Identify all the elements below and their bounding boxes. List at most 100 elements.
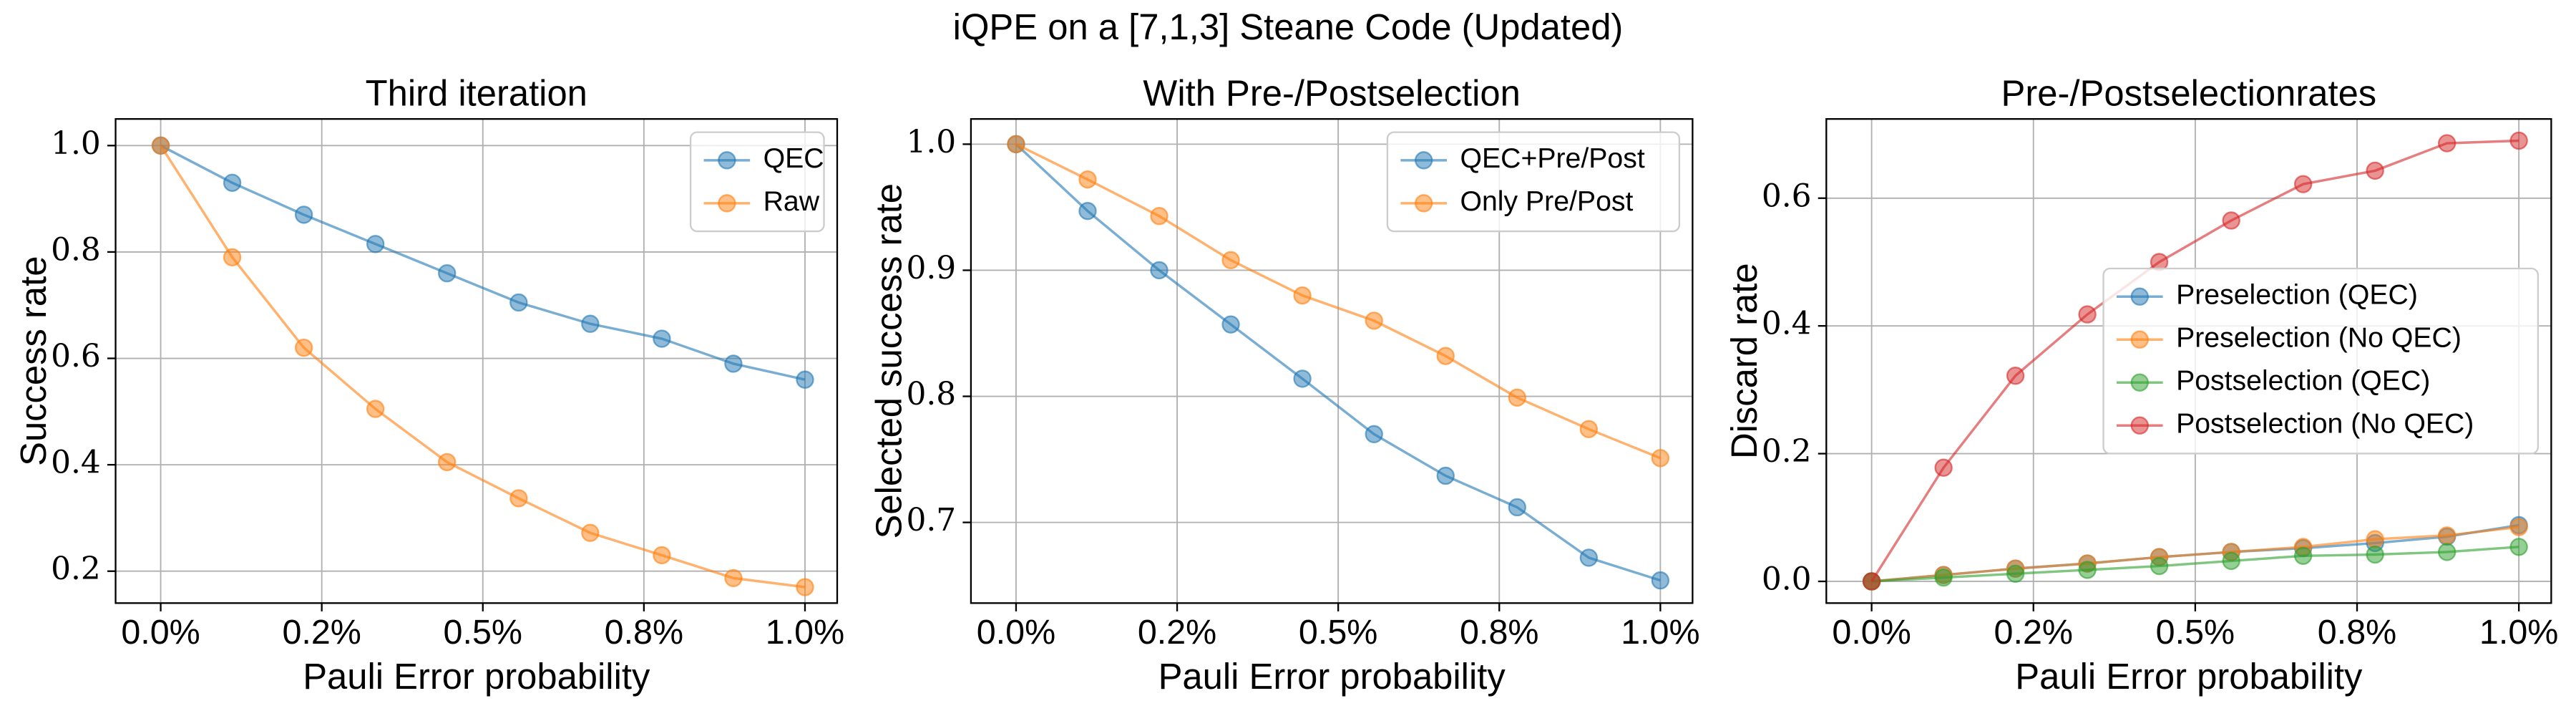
legend-marker (2130, 373, 2150, 392)
y-tick-label: 0.6 (1762, 178, 1812, 214)
data-point (653, 329, 671, 348)
legend-label: Postselection (QEC) (2176, 365, 2430, 397)
data-point (1221, 315, 1240, 334)
data-point (1508, 388, 1526, 407)
data-point (2437, 543, 2457, 561)
data-point (1862, 572, 1881, 591)
data-point (2222, 211, 2240, 230)
series-line (1871, 546, 2519, 583)
data-point (1365, 425, 1383, 444)
data-point (1007, 135, 1025, 154)
x-tick-label: 0.5% (444, 613, 522, 652)
x-tick-label: 0.0% (977, 613, 1055, 652)
data-point (438, 453, 457, 472)
y-tick-label: 0.0 (1762, 561, 1812, 597)
data-point (2437, 134, 2457, 153)
y-axis-label: Success rate (13, 256, 54, 466)
data-point (1651, 449, 1670, 468)
x-axis-label: Pauli Error probability (303, 656, 650, 697)
data-point (1150, 261, 1169, 280)
legend-marker (718, 151, 736, 170)
legend-label: Postselection (No QEC) (2176, 408, 2474, 440)
data-point (1508, 498, 1526, 517)
subplot: Third iteration Pauli Error probability Su… (13, 72, 844, 697)
legend-marker (2130, 330, 2150, 349)
y-tick-label: 0.7 (906, 502, 956, 538)
legend-marker (2130, 287, 2150, 306)
axes-frame (1825, 118, 2552, 604)
axes-frame (114, 118, 839, 604)
data-point (2006, 367, 2025, 385)
legend-box (1386, 131, 1681, 233)
legend-label: QEC (763, 142, 824, 174)
legend-label: Preselection (No QEC) (2176, 322, 2462, 354)
data-point (1293, 369, 1312, 388)
series-line (160, 144, 806, 381)
x-axis-label: Pauli Error probability (1158, 656, 1506, 697)
series-line (1015, 143, 1661, 582)
y-tick-label: 0.8 (906, 376, 956, 412)
y-tick-label: 0.8 (51, 231, 101, 268)
x-tick-label: 0.5% (1299, 613, 1377, 652)
y-tick-label: 0.2 (51, 551, 101, 587)
data-point (653, 546, 671, 565)
data-point (2366, 530, 2384, 548)
axes-frame (970, 118, 1694, 604)
y-axis-label: Discard rate (1724, 263, 1765, 459)
y-tick-label: 0.4 (1762, 306, 1812, 342)
y-tick-label: 1.0 (906, 124, 956, 160)
subplot-title: With Pre-/Postselection (1143, 72, 1520, 113)
data-point (294, 338, 313, 357)
subplot: Pre-/Postselectionrates Pauli Error proba… (1724, 72, 2558, 697)
data-point (2509, 131, 2528, 150)
data-point (796, 578, 814, 596)
data-point (1150, 207, 1169, 226)
legend: Preselection (QEC) Preselection (No QEC) P… (2102, 267, 2540, 455)
data-point (581, 523, 600, 542)
legend: QEC+Pre/Post Only Pre/Post (1386, 131, 1681, 233)
data-point (1436, 466, 1455, 485)
x-tick-label: 0.8% (1460, 613, 1538, 652)
data-point (1221, 251, 1240, 270)
legend-marker (2130, 416, 2150, 435)
subplot-title: Pre-/Postselectionrates (2001, 72, 2377, 113)
x-tick-label: 1.0% (766, 613, 844, 652)
data-point (1651, 571, 1670, 590)
x-tick-label: 0.0% (121, 613, 200, 652)
series-line (1871, 526, 2519, 583)
data-point (509, 293, 528, 312)
data-point (2366, 545, 2384, 564)
data-point (2078, 561, 2097, 579)
legend-box (2102, 267, 2540, 455)
suptitle: iQPE on a [7,1,3] Steane Code (Updated) (953, 6, 1624, 47)
data-point (366, 400, 385, 418)
data-point (509, 489, 528, 508)
series-line (1015, 142, 1662, 460)
series-line (160, 145, 806, 589)
y-tick-label: 0.6 (51, 338, 101, 374)
data-point (2509, 538, 2528, 556)
data-point (438, 263, 457, 283)
data-point (1579, 420, 1599, 439)
data-point (1934, 458, 1953, 477)
data-point (1934, 568, 1953, 587)
data-point (2366, 161, 2384, 180)
x-tick-label: 0.8% (605, 613, 683, 652)
data-point (2437, 526, 2457, 545)
data-point (1078, 202, 1097, 221)
data-point (2222, 551, 2240, 571)
y-tick-label: 1.0 (51, 125, 101, 162)
legend: QEC Raw (689, 131, 825, 233)
data-point (2078, 305, 2097, 324)
x-tick-label: 0.0% (1832, 613, 1911, 652)
y-tick-label: 0.9 (906, 250, 956, 286)
x-tick-label: 1.0% (1621, 613, 1699, 652)
y-tick-label: 0.4 (51, 445, 101, 481)
x-tick-label: 0.8% (2318, 613, 2396, 652)
x-tick-label: 1.0% (2479, 613, 2558, 652)
y-tick-label: 0.2 (1762, 433, 1812, 470)
data-point (223, 248, 242, 267)
x-axis-label: Pauli Error probability (2015, 656, 2363, 697)
